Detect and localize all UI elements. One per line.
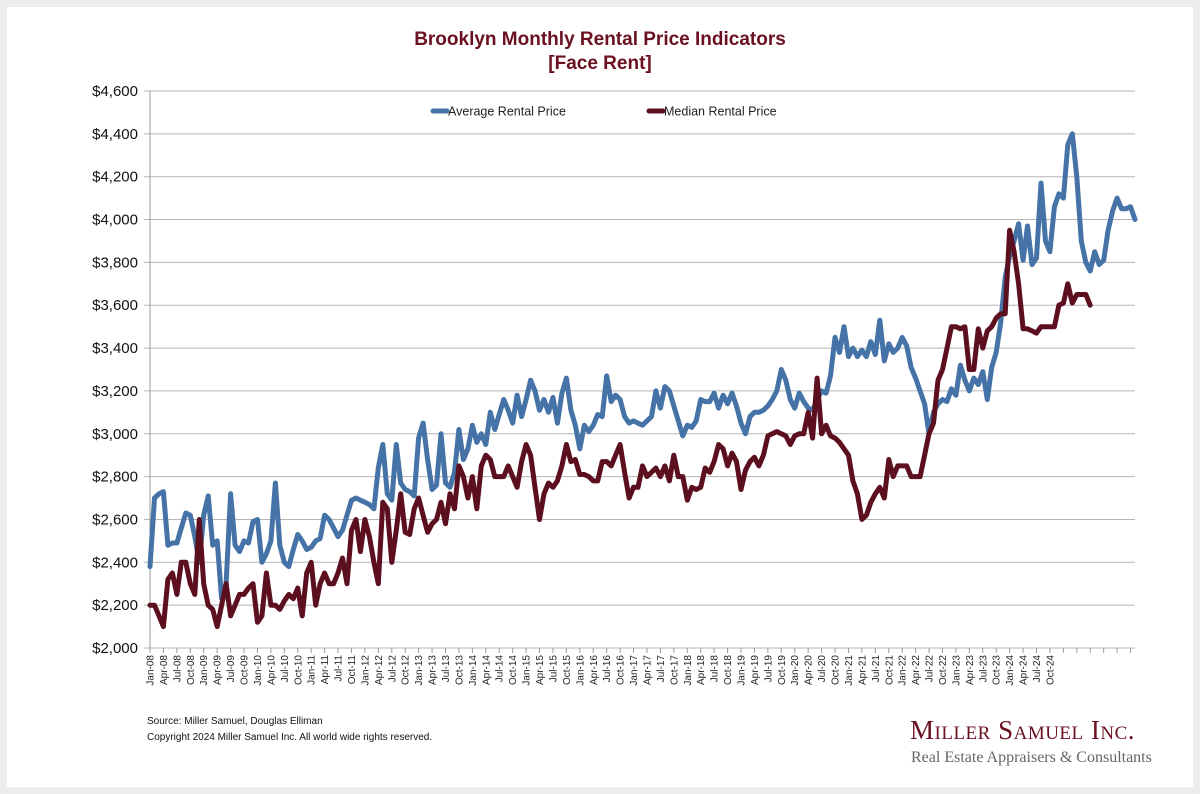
company-tagline: Real Estate Appraisers & Consultants: [911, 749, 1152, 766]
x-tick-label: Oct-12: [401, 655, 412, 685]
x-tick-label: Jan-24: [1005, 655, 1016, 686]
x-tick-label: Jul-13: [441, 655, 452, 683]
x-tick-label: Oct-23: [992, 655, 1003, 685]
x-tick-label: Jan-16: [575, 655, 586, 686]
y-tick-label: $2,200: [92, 597, 138, 614]
x-tick-label: Apr-11: [320, 655, 331, 685]
x-tick-label: Apr-18: [696, 655, 707, 685]
x-tick-label: Jan-09: [199, 655, 210, 686]
x-tick-label: Jan-11: [307, 655, 318, 685]
x-tick-label: Oct-14: [508, 655, 519, 685]
copyright-note: Copyright 2024 Miller Samuel Inc. All wo…: [147, 732, 433, 743]
x-tick-label: Jul-20: [817, 655, 828, 683]
x-tick-label: Jul-14: [495, 655, 506, 683]
series-line-average-rental-price: [147, 131, 1138, 602]
legend-label: Average Rental Price: [448, 105, 566, 119]
x-tick-label: Apr-23: [965, 655, 976, 685]
x-tick-label: Apr-24: [1019, 655, 1030, 685]
x-tick-label: Jul-16: [602, 655, 613, 683]
y-tick-label: $2,400: [92, 554, 138, 571]
x-tick-label: Apr-16: [589, 655, 600, 685]
company-logo: Miller Samuel Inc.: [910, 715, 1136, 745]
x-tick-label: Oct-20: [831, 655, 842, 685]
y-tick-label: $3,400: [92, 340, 138, 357]
series-line-median-rental-price: [147, 227, 1093, 630]
x-tick-label: Jan-17: [629, 655, 640, 686]
gridlines: [144, 90, 1135, 649]
x-tick-label: Oct-16: [616, 655, 627, 685]
x-tick-label: Apr-15: [535, 655, 546, 685]
x-tick-label: Oct-17: [669, 655, 680, 685]
x-tick-label: Jul-15: [548, 655, 559, 683]
x-tick-label: Oct-18: [723, 655, 734, 685]
x-tick-label: Jan-08: [146, 655, 157, 686]
series-lines: [147, 131, 1138, 630]
y-tick-label: $3,000: [92, 426, 138, 443]
x-tick-label: Jul-08: [172, 655, 183, 683]
x-tick-label: Oct-08: [186, 655, 197, 685]
x-tick-label: Jul-22: [925, 655, 936, 683]
x-tick-label: Jul-24: [1032, 655, 1043, 683]
y-tick-label: $3,800: [92, 254, 138, 271]
y-tick-label: $4,000: [92, 212, 138, 229]
y-tick-label: $4,400: [92, 126, 138, 143]
line-chart: Brooklyn Monthly Rental Price Indicators…: [92, 29, 1138, 686]
x-tick-label: Jan-21: [844, 655, 855, 686]
x-tick-label: Oct-24: [1045, 655, 1056, 685]
y-tick-label: $2,600: [92, 511, 138, 528]
x-tick-label: Jul-18: [710, 655, 721, 683]
x-tick-label: Jul-21: [871, 655, 882, 683]
x-axis: Jan-08 Apr-08 Jul-08 Oct-08 Jan-09 Apr-09 Jul-…: [146, 648, 1132, 686]
x-tick-label: Apr-09: [213, 655, 224, 685]
legend-label: Median Rental Price: [664, 105, 777, 119]
x-tick-label: Apr-22: [911, 655, 922, 685]
x-tick-label: Jan-10: [253, 655, 264, 686]
x-tick-label: Jul-11: [334, 655, 345, 682]
x-tick-label: Jul-23: [978, 655, 989, 683]
x-tick-label: Apr-08: [159, 655, 170, 685]
x-tick-label: Jan-15: [522, 655, 533, 686]
x-tick-label: Apr-14: [481, 655, 492, 685]
x-tick-label: Oct-11: [347, 655, 358, 685]
source-note: Source: Miller Samuel, Douglas Elliman: [147, 716, 323, 727]
x-tick-label: Apr-10: [266, 655, 277, 685]
x-tick-label: Oct-13: [454, 655, 465, 685]
x-tick-label: Apr-20: [804, 655, 815, 685]
x-tick-label: Oct-22: [938, 655, 949, 685]
chart-subtitle: [Face Rent]: [548, 53, 651, 74]
x-tick-label: Jul-09: [226, 655, 237, 683]
x-tick-label: Oct-21: [884, 655, 895, 685]
x-tick-label: Jan-20: [790, 655, 801, 686]
x-tick-label: Jan-18: [683, 655, 694, 686]
x-tick-label: Oct-15: [562, 655, 573, 685]
x-tick-label: Apr-12: [374, 655, 385, 685]
x-tick-label: Apr-19: [750, 655, 761, 685]
x-tick-label: Jan-19: [737, 655, 748, 686]
x-tick-label: Jan-13: [414, 655, 425, 686]
x-tick-label: Jan-22: [898, 655, 909, 686]
y-tick-label: $4,600: [92, 83, 138, 100]
y-tick-label: $2,000: [92, 640, 138, 657]
x-tick-label: Jul-10: [280, 655, 291, 683]
x-tick-label: Apr-21: [857, 655, 868, 685]
chart-panel: Brooklyn Monthly Rental Price Indicators…: [7, 7, 1193, 787]
x-tick-label: Oct-09: [240, 655, 251, 685]
x-tick-label: Jul-17: [656, 655, 667, 683]
x-tick-label: Oct-19: [777, 655, 788, 685]
y-tick-label: $3,200: [92, 383, 138, 400]
x-tick-label: Oct-10: [293, 655, 304, 685]
y-tick-label: $4,200: [92, 169, 138, 186]
y-tick-label: $2,800: [92, 469, 138, 486]
x-tick-label: Jan-12: [360, 655, 371, 686]
x-tick-label: Apr-17: [642, 655, 653, 685]
y-axis: $2,000 $2,200 $2,400 $2,600 $2,800 $3,000 $3,2…: [92, 83, 151, 657]
x-tick-label: Jan-14: [468, 655, 479, 686]
chart-title: Brooklyn Monthly Rental Price Indicators: [414, 29, 786, 50]
x-tick-label: Jul-19: [763, 655, 774, 683]
x-tick-label: Jan-23: [951, 655, 962, 686]
legend: Average Rental Price Median Rental Price: [430, 105, 777, 119]
x-tick-label: Jul-12: [387, 655, 398, 683]
x-tick-label: Apr-13: [428, 655, 439, 685]
y-tick-label: $3,600: [92, 297, 138, 314]
